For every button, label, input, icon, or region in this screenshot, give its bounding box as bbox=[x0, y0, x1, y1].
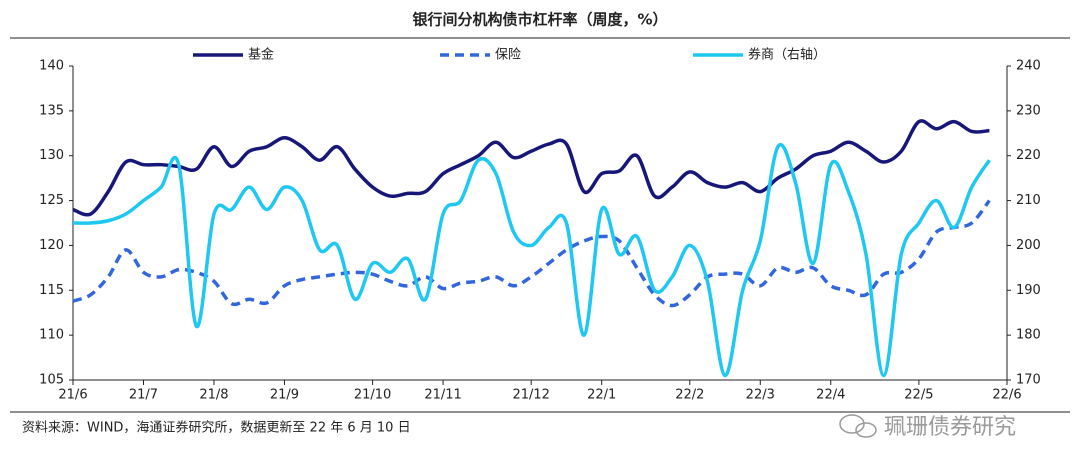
watermark-icon bbox=[839, 414, 877, 438]
legend-label: 券商（右轴） bbox=[748, 47, 826, 63]
y-tick-label: 110 bbox=[39, 328, 64, 343]
y2-tick-label: 170 bbox=[1016, 373, 1041, 388]
y-tick-label: 120 bbox=[39, 238, 64, 253]
x-tick-label: 21/8 bbox=[199, 388, 228, 403]
y-tick-label: 140 bbox=[39, 59, 64, 74]
x-tick-label: 21/10 bbox=[354, 388, 391, 403]
source-note: 资料来源：WIND，海通证券研究所，数据更新至 22 年 6 月 10 日 bbox=[22, 420, 411, 436]
y2-tick-label: 230 bbox=[1016, 103, 1041, 118]
y-tick-label: 130 bbox=[39, 148, 64, 163]
x-tick-label: 22/3 bbox=[746, 388, 775, 403]
x-tick-label: 21/12 bbox=[512, 388, 549, 403]
series-line bbox=[72, 119, 990, 217]
x-tick-label: 21/9 bbox=[270, 388, 299, 403]
y-tick-label: 105 bbox=[39, 373, 64, 388]
x-tick-label: 22/5 bbox=[904, 388, 933, 403]
series-line bbox=[72, 199, 991, 308]
y2-tick-label: 190 bbox=[1016, 283, 1041, 298]
watermark: 珮珊债券研究 bbox=[884, 415, 1016, 440]
legend-label: 基金 bbox=[248, 47, 274, 63]
y-tick-label: 135 bbox=[39, 103, 64, 118]
x-tick-label: 22/4 bbox=[816, 388, 845, 403]
y2-tick-label: 180 bbox=[1016, 328, 1041, 343]
y-tick-label: 125 bbox=[39, 193, 64, 208]
y-tick-label: 115 bbox=[39, 283, 64, 298]
y2-tick-label: 210 bbox=[1016, 193, 1041, 208]
x-tick-label: 21/6 bbox=[58, 388, 87, 403]
y2-tick-label: 220 bbox=[1016, 148, 1041, 163]
x-tick-label: 22/6 bbox=[992, 388, 1021, 403]
legend-label: 保险 bbox=[495, 48, 521, 63]
x-tick-label: 21/11 bbox=[424, 388, 461, 403]
x-tick-label: 22/1 bbox=[587, 388, 616, 403]
series-line bbox=[72, 142, 991, 378]
x-tick-label: 21/7 bbox=[129, 388, 158, 403]
chart-title: 银行间分机构债市杠杆率（周度，%） bbox=[412, 11, 667, 29]
y2-tick-label: 200 bbox=[1016, 238, 1041, 253]
y2-tick-label: 240 bbox=[1016, 59, 1041, 74]
x-tick-label: 22/2 bbox=[675, 388, 704, 403]
